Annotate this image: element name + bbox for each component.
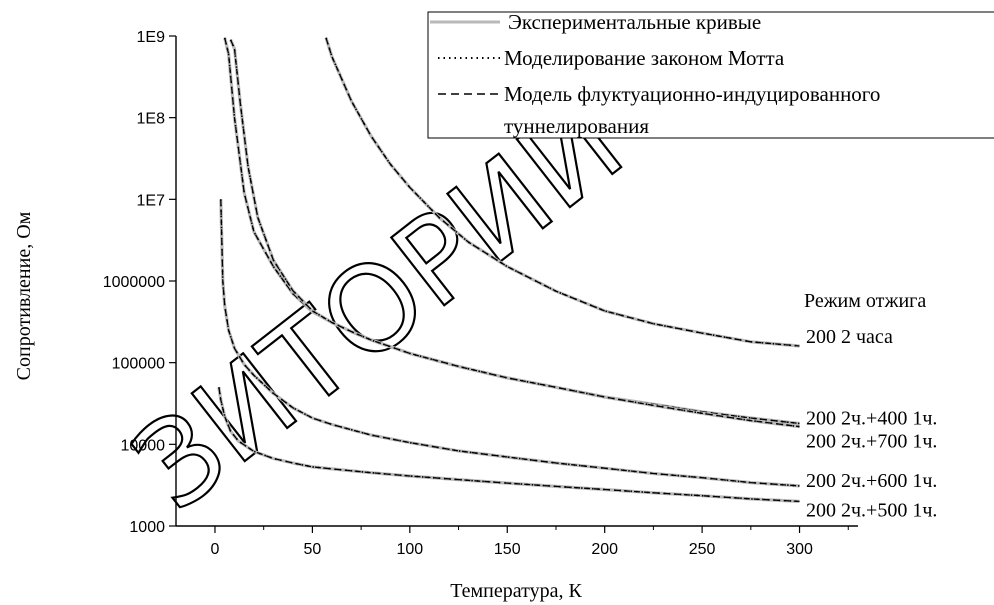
series-mott-model-line	[218, 387, 800, 503]
legend-label-mott: Моделирование законом Мотта	[504, 46, 785, 70]
y-axis-label: Сопротивление, Ом	[13, 211, 35, 380]
series-tunneling-model-line	[325, 37, 800, 347]
series-labels: 200 2 часа 200 2ч.+400 1ч.200 2ч.+700 1ч.…	[806, 326, 937, 521]
series-label: 200 2 часа	[806, 326, 893, 348]
series-tunneling-model-line	[218, 387, 800, 503]
x-tick-label: 100	[396, 541, 423, 558]
y-tick-label: 1000000	[103, 274, 165, 291]
legend-label-fit-line1: Модель флуктуационно-индуцированного	[504, 82, 880, 106]
x-axis-label: Температура, К	[450, 580, 582, 602]
y-tick-label: 1E7	[137, 192, 166, 209]
series-label: 200 2ч.+600 1ч.	[806, 470, 937, 492]
series-label: 200 2ч.+700 1ч.	[806, 431, 937, 453]
legend-box	[427, 11, 994, 139]
series-mott-model-line	[220, 199, 800, 487]
x-tick-label: 300	[786, 541, 813, 558]
x-tick-label: 250	[689, 541, 716, 558]
annotation-title: Режим отжига	[804, 290, 926, 312]
series-tunneling-model-line	[230, 39, 800, 428]
series-label: 200 2ч.+500 1ч.	[806, 499, 937, 521]
series-layer	[217, 37, 800, 503]
x-tick-label: 50	[304, 541, 322, 558]
x-tick-label: 150	[494, 541, 521, 558]
legend-label-fit-line2: туннелирования	[504, 114, 649, 138]
y-tick-label: 1000	[129, 519, 165, 536]
ticks: 0 50 100 150 200 250 300 1000 10000 100000 1000000…	[103, 29, 849, 558]
y-tick-label: 10000	[121, 437, 166, 454]
series-mott-model-line	[325, 37, 800, 347]
x-tick-label: 0	[211, 541, 220, 558]
legend-label-experimental: Экспериментальные кривые	[508, 10, 761, 34]
y-tick-label: 1E8	[137, 111, 166, 128]
legend: Экспериментальные кривые Моделирование з…	[427, 10, 994, 139]
series-label: 200 2ч.+400 1ч.	[806, 407, 937, 429]
x-tick-label: 200	[591, 541, 618, 558]
y-tick-label: 1E9	[137, 29, 166, 46]
y-tick-label: 100000	[112, 356, 165, 373]
